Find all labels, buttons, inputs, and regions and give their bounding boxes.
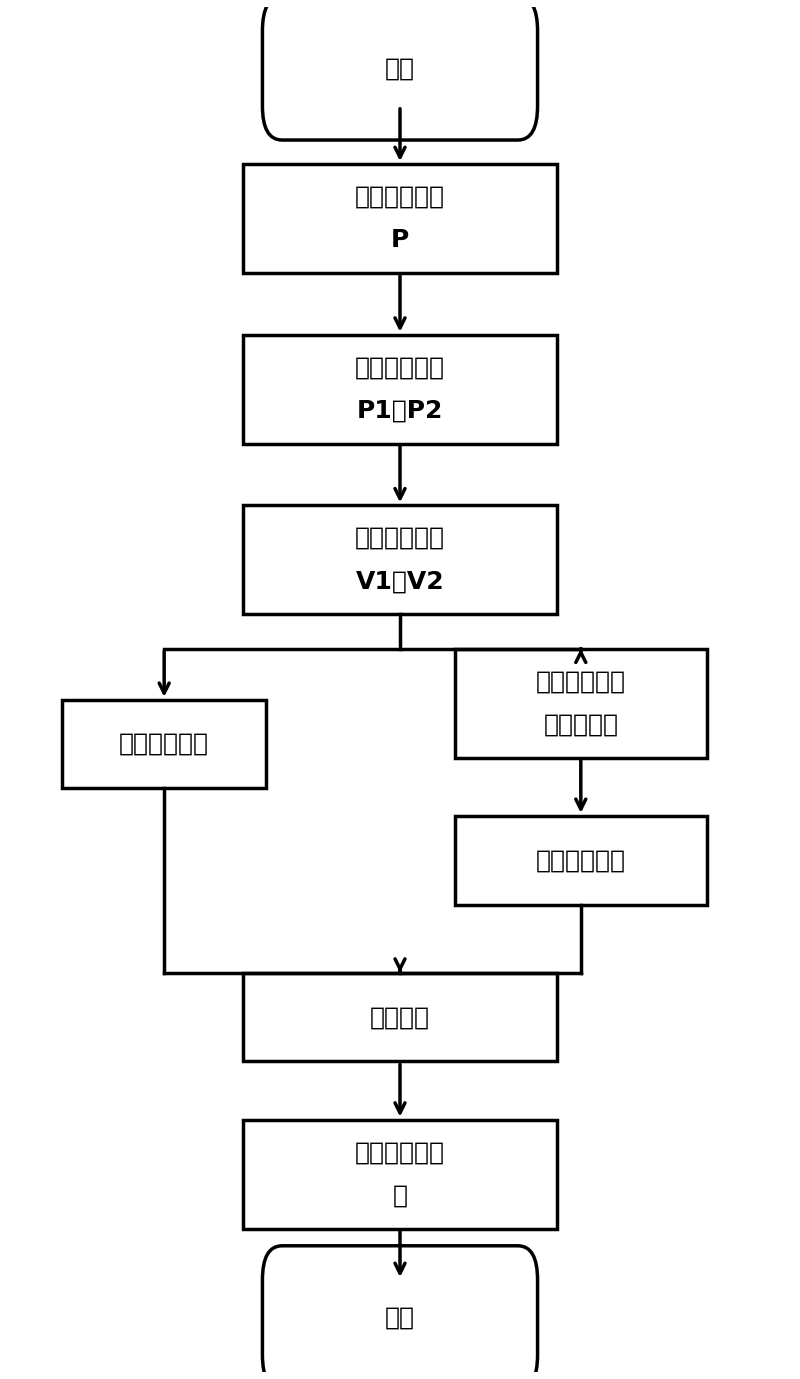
- Text: 交叉耦合计算: 交叉耦合计算: [536, 848, 626, 872]
- Text: 计算两轴速度: 计算两轴速度: [355, 525, 445, 550]
- Text: V1、V2: V1、V2: [356, 570, 444, 593]
- Text: 元: 元: [393, 1185, 407, 1208]
- Text: 位置闭环计算: 位置闭环计算: [119, 732, 209, 756]
- Bar: [62, 699, 266, 789]
- Bar: [242, 972, 558, 1062]
- Text: 获得期望位置: 获得期望位置: [355, 185, 445, 208]
- Text: 开始: 开始: [385, 57, 415, 80]
- Bar: [455, 816, 706, 905]
- Bar: [455, 648, 706, 757]
- FancyBboxPatch shape: [262, 1245, 538, 1379]
- Text: 差和位置差: 差和位置差: [543, 713, 618, 736]
- Text: 计算两轴速度: 计算两轴速度: [536, 669, 626, 694]
- Text: 结束: 结束: [385, 1306, 415, 1329]
- Text: 读取实际位置: 读取实际位置: [355, 356, 445, 379]
- Text: P: P: [391, 229, 409, 252]
- Text: 输出到驱动单: 输出到驱动单: [355, 1140, 445, 1164]
- Text: P1、P2: P1、P2: [357, 399, 443, 423]
- FancyBboxPatch shape: [262, 0, 538, 141]
- Bar: [242, 505, 558, 615]
- Bar: [242, 1120, 558, 1229]
- Bar: [242, 335, 558, 444]
- Text: 求和或差: 求和或差: [370, 1005, 430, 1029]
- Bar: [242, 164, 558, 273]
